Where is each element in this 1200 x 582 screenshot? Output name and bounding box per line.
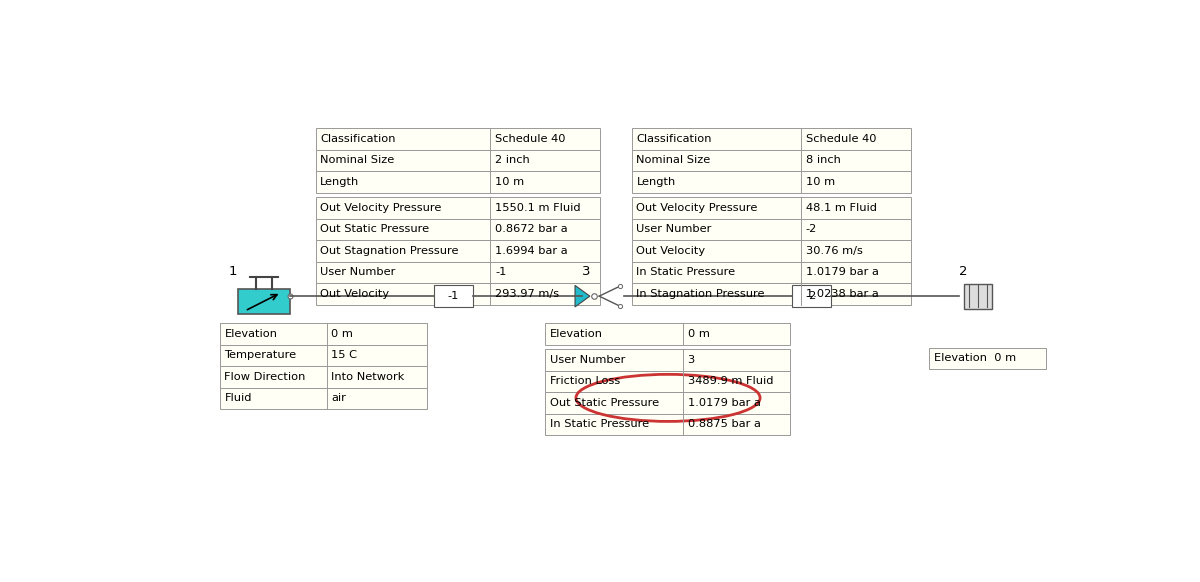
Text: -2: -2	[805, 291, 817, 301]
Bar	[316, 262, 600, 283]
Text: 2: 2	[959, 265, 967, 278]
Text: Out Velocity: Out Velocity	[320, 289, 389, 299]
Bar	[631, 262, 911, 283]
Bar	[316, 240, 600, 262]
Text: Elevation: Elevation	[224, 329, 277, 339]
Text: 1.0179 bar a: 1.0179 bar a	[688, 398, 761, 408]
Bar	[220, 345, 427, 366]
Bar	[316, 283, 600, 304]
Bar	[316, 150, 600, 171]
Bar	[545, 414, 790, 435]
Bar	[220, 388, 427, 409]
Text: 1.0179 bar a: 1.0179 bar a	[805, 267, 878, 278]
Text: 30.76 m/s: 30.76 m/s	[805, 246, 863, 256]
Polygon shape	[575, 285, 590, 307]
Text: 1550.1 m Fluid: 1550.1 m Fluid	[496, 203, 581, 213]
Bar	[316, 219, 600, 240]
Text: Elevation  0 m: Elevation 0 m	[934, 353, 1016, 363]
Text: 3489.9 m Fluid: 3489.9 m Fluid	[688, 377, 773, 386]
Bar	[545, 323, 790, 345]
Bar	[316, 128, 600, 150]
Text: 3: 3	[582, 265, 590, 278]
Bar	[316, 171, 600, 193]
Bar	[929, 347, 1045, 369]
Text: Schedule 40: Schedule 40	[496, 134, 565, 144]
Bar	[792, 285, 830, 307]
Bar	[964, 283, 991, 308]
Text: 0.8875 bar a: 0.8875 bar a	[688, 419, 761, 430]
Text: 293.97 m/s: 293.97 m/s	[496, 289, 559, 299]
Bar	[220, 323, 427, 345]
Text: 15 C: 15 C	[331, 350, 358, 360]
Text: Classification: Classification	[636, 134, 712, 144]
Text: User Number: User Number	[636, 225, 712, 235]
Text: Length: Length	[636, 177, 676, 187]
Bar	[631, 240, 911, 262]
Text: Out Static Pressure: Out Static Pressure	[320, 225, 430, 235]
Text: Out Velocity Pressure: Out Velocity Pressure	[320, 203, 442, 213]
Text: 10 m: 10 m	[496, 177, 524, 187]
Text: Out Velocity: Out Velocity	[636, 246, 706, 256]
Text: Length: Length	[320, 177, 360, 187]
Bar	[631, 197, 911, 219]
Text: In Stagnation Pressure: In Stagnation Pressure	[636, 289, 764, 299]
Text: -1: -1	[448, 291, 458, 301]
Text: Friction Loss: Friction Loss	[550, 377, 620, 386]
Text: In Static Pressure: In Static Pressure	[636, 267, 736, 278]
Bar	[220, 366, 427, 388]
Text: Nominal Size: Nominal Size	[320, 155, 395, 165]
Bar	[545, 349, 790, 371]
Text: Temperature: Temperature	[224, 350, 296, 360]
Text: 2 inch: 2 inch	[496, 155, 529, 165]
Text: -1: -1	[496, 267, 506, 278]
Bar	[631, 150, 911, 171]
Text: Flow Direction: Flow Direction	[224, 372, 306, 382]
Text: Fluid: Fluid	[224, 393, 252, 403]
Text: Nominal Size: Nominal Size	[636, 155, 710, 165]
Text: air: air	[331, 393, 347, 403]
Text: Schedule 40: Schedule 40	[805, 134, 876, 144]
Text: 10 m: 10 m	[805, 177, 835, 187]
Bar	[545, 371, 790, 392]
Text: 48.1 m Fluid: 48.1 m Fluid	[805, 203, 877, 213]
Bar	[316, 197, 600, 219]
Bar	[631, 283, 911, 304]
Text: Out Static Pressure: Out Static Pressure	[550, 398, 659, 408]
Text: Out Stagnation Pressure: Out Stagnation Pressure	[320, 246, 458, 256]
Text: -2: -2	[805, 225, 817, 235]
Bar	[631, 171, 911, 193]
Text: 1.0238 bar a: 1.0238 bar a	[805, 289, 878, 299]
Text: 8 inch: 8 inch	[805, 155, 840, 165]
Text: 1.6994 bar a: 1.6994 bar a	[496, 246, 568, 256]
Text: Out Velocity Pressure: Out Velocity Pressure	[636, 203, 757, 213]
Bar	[239, 289, 289, 314]
Text: 0.8672 bar a: 0.8672 bar a	[496, 225, 568, 235]
Bar	[631, 128, 911, 150]
Bar	[545, 392, 790, 414]
Text: User Number: User Number	[320, 267, 396, 278]
Bar	[433, 285, 473, 307]
Text: In Static Pressure: In Static Pressure	[550, 419, 649, 430]
Bar	[631, 219, 911, 240]
Text: Into Network: Into Network	[331, 372, 404, 382]
Text: User Number: User Number	[550, 355, 625, 365]
Text: 1: 1	[229, 265, 238, 278]
Text: Elevation: Elevation	[550, 329, 602, 339]
Text: Classification: Classification	[320, 134, 396, 144]
Text: 3: 3	[688, 355, 695, 365]
Text: 0 m: 0 m	[331, 329, 353, 339]
Text: 0 m: 0 m	[688, 329, 709, 339]
